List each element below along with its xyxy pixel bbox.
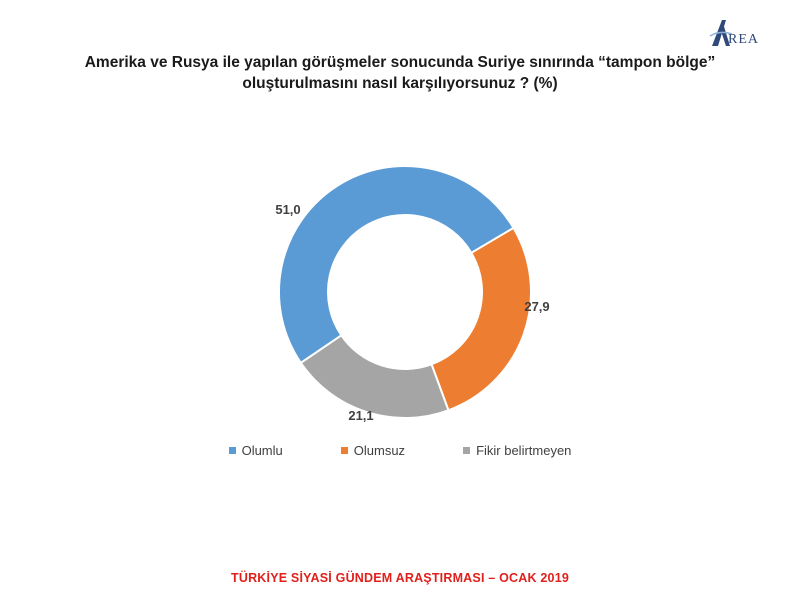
legend-swatch-fikir-belirtmeyen	[463, 447, 471, 454]
area-logo: REA	[708, 16, 778, 50]
chart-legend: Olumlu Olumsuz Fikir belirtmeyen	[0, 443, 800, 458]
chart-title-line-2: oluşturulmasını nasıl karşılıyorsunuz ? …	[242, 75, 558, 92]
legend-item-fikir-belirtmeyen: Fikir belirtmeyen	[463, 443, 571, 458]
legend-item-olumsuz: Olumsuz	[340, 443, 406, 458]
legend-label-olumlu: Olumlu	[241, 443, 283, 458]
legend-label-fikir-belirtmeyen: Fikir belirtmeyen	[476, 443, 572, 458]
chart-title: Amerika ve Rusya ile yapılan görüşmeler …	[40, 52, 760, 94]
slice-olumsuz	[430, 226, 532, 412]
footer-text: TÜRKİYE SİYASİ GÜNDEM ARAŞTIRMASI – OCAK…	[231, 571, 569, 585]
logo-text: REA	[728, 32, 759, 47]
legend-swatch-olumlu	[228, 447, 236, 454]
legend-item-olumlu: Olumlu	[228, 443, 283, 458]
legend-swatch-olumsuz	[340, 447, 348, 454]
data-label-olumlu: 51,0	[275, 202, 300, 217]
chart-title-line-1: Amerika ve Rusya ile yapılan görüşmeler …	[84, 54, 716, 71]
slice-olumlu	[278, 165, 515, 365]
data-label-olumsuz: 27,9	[524, 299, 549, 314]
logo-a-icon	[709, 20, 733, 46]
data-label-fikir-belirtmeyen: 21,1	[348, 408, 373, 423]
legend-label-olumsuz: Olumsuz	[353, 443, 406, 458]
